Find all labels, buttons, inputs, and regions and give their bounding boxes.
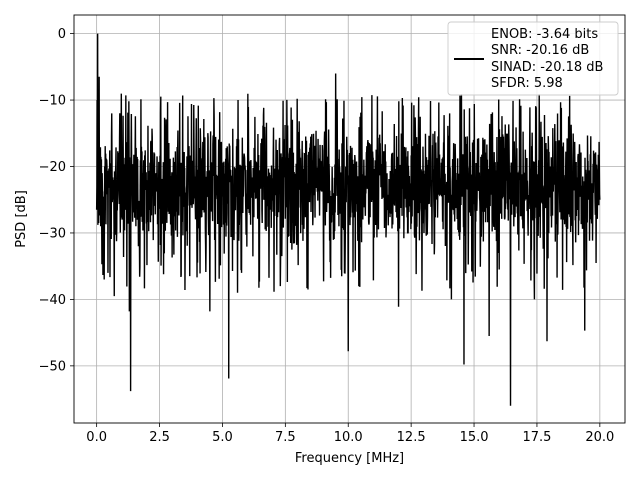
y-tick-label: −50 xyxy=(39,359,66,374)
legend-text-sfdr: SFDR: 5.98 xyxy=(491,76,563,91)
x-axis: 0.0 2.5 5.0 7.5 10.0 12.5 15.0 17.5 20.0 xyxy=(86,423,614,445)
plot-frame xyxy=(73,14,626,424)
legend: ENOB: -3.64 bits SNR: -20.16 dB SINAD: -… xyxy=(447,21,619,96)
x-tick-label: 5.0 xyxy=(212,430,233,445)
legend-box xyxy=(447,21,619,96)
legend-text-sinad: SINAD: -20.18 dB xyxy=(491,60,603,75)
psd-series-line xyxy=(95,33,601,406)
y-tick-label: −20 xyxy=(39,160,66,175)
legend-text-snr: SNR: -20.16 dB xyxy=(491,43,589,58)
x-tick-label: 10.0 xyxy=(334,430,363,445)
x-tick-label: 20.0 xyxy=(585,430,614,445)
x-tick-label: 7.5 xyxy=(275,430,296,445)
x-axis-label: Frequency [MHz] xyxy=(295,451,404,466)
y-tick-label: −30 xyxy=(39,226,66,241)
y-tick-label: −40 xyxy=(39,293,66,308)
x-tick-label: 2.5 xyxy=(149,430,170,445)
y-tick-label: 0 xyxy=(58,27,66,42)
y-axis-label: PSD [dB] xyxy=(14,190,29,248)
x-tick-label: 12.5 xyxy=(397,430,426,445)
x-tick-label: 17.5 xyxy=(522,430,551,445)
y-axis: 0 −10 −20 −30 −40 −50 xyxy=(39,27,74,374)
psd-trace-group xyxy=(95,33,601,406)
x-tick-label: 15.0 xyxy=(460,430,489,445)
y-tick-label: −10 xyxy=(39,94,66,109)
legend-text-enob: ENOB: -3.64 bits xyxy=(491,27,598,42)
x-tick-label: 0.0 xyxy=(86,430,107,445)
